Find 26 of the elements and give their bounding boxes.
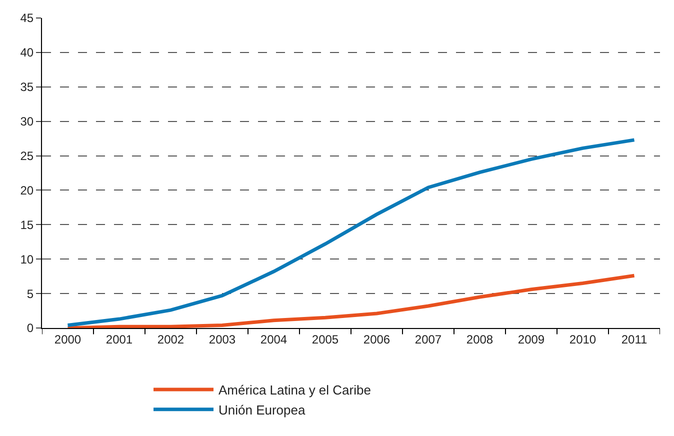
- x-tick-label: 2003: [208, 332, 236, 346]
- y-tick-label: 35: [20, 80, 34, 94]
- y-tick-label: 30: [20, 114, 34, 129]
- y-tick-label: 10: [20, 252, 34, 266]
- x-tick-label: 2007: [414, 332, 442, 346]
- x-tick-label: 2010: [569, 332, 596, 346]
- x-tick-label: 2000: [54, 332, 82, 346]
- x-tick-label: 2006: [363, 332, 390, 346]
- x-tick-label: 2011: [621, 332, 648, 346]
- legend-label: América Latina y el Caribe: [218, 382, 371, 398]
- x-tick-label: 2001: [106, 332, 133, 346]
- y-tick-label: 40: [20, 46, 34, 60]
- y-tick-label: 25: [20, 148, 34, 163]
- y-tick-label: 20: [20, 183, 34, 198]
- y-tick-label: 15: [20, 218, 34, 232]
- y-tick-label: 45: [20, 11, 34, 26]
- line-series: [66, 274, 636, 328]
- y-tick-label: 0: [26, 321, 34, 336]
- x-tick-label: 2008: [466, 332, 494, 346]
- y-tick-label: 5: [26, 286, 34, 301]
- x-tick-label: 2004: [260, 332, 288, 346]
- x-tick-label: 2009: [518, 332, 545, 346]
- x-tick-label: 2005: [312, 332, 339, 346]
- legend-label: Unión Europea: [218, 402, 306, 418]
- x-tick-label: 2002: [157, 332, 184, 346]
- line-series: [66, 138, 636, 327]
